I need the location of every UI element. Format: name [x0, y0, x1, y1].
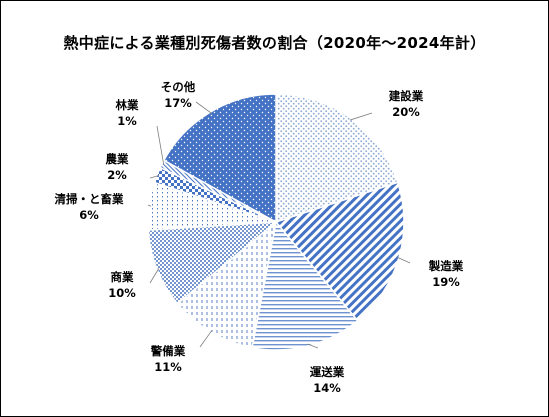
pie-slice-4	[147, 221, 279, 305]
slice-label-name-0: 建設業	[389, 89, 424, 103]
pie-slice-8	[162, 93, 277, 224]
slice-label-name-5: 清掃・と畜業	[55, 192, 124, 206]
slice-label-value-1: 19%	[432, 275, 460, 289]
slice-label-value-7: 1%	[117, 114, 137, 128]
slice-label-name-4: 商業	[111, 270, 134, 284]
leader-line-5	[147, 204, 152, 207]
slice-label-value-2: 14%	[313, 381, 341, 395]
leader-line-4	[149, 268, 160, 284]
slice-label-name-8: その他	[161, 80, 196, 94]
slice-label-name-1: 製造業	[428, 259, 464, 273]
slice-label-name-2: 運送業	[310, 365, 345, 379]
slice-label-value-6: 2%	[107, 168, 127, 182]
slice-label-name-6: 農業	[106, 152, 129, 166]
slice-label-name-7: 林業	[116, 98, 139, 112]
leader-line-3	[199, 330, 213, 348]
leader-line-1	[396, 256, 411, 264]
leader-line-7	[156, 125, 165, 165]
slice-label-value-5: 6%	[79, 208, 99, 222]
pie-slice-2	[251, 220, 359, 351]
slice-label-value-4: 10%	[108, 286, 136, 300]
pie-slice-0	[275, 93, 399, 224]
leader-line-8	[195, 101, 213, 114]
leader-line-2	[307, 343, 319, 349]
slice-label-value-0: 20%	[392, 105, 420, 119]
chart-title: 熱中症による業種別死傷者数の割合（2020年〜2024年計）	[63, 34, 486, 52]
slice-label-value-8: 17%	[164, 96, 192, 110]
leader-line-6	[149, 175, 159, 179]
leader-line-0	[349, 112, 373, 121]
slice-label-name-3: 警備業	[150, 344, 186, 358]
slice-label-value-3: 11%	[154, 360, 182, 374]
